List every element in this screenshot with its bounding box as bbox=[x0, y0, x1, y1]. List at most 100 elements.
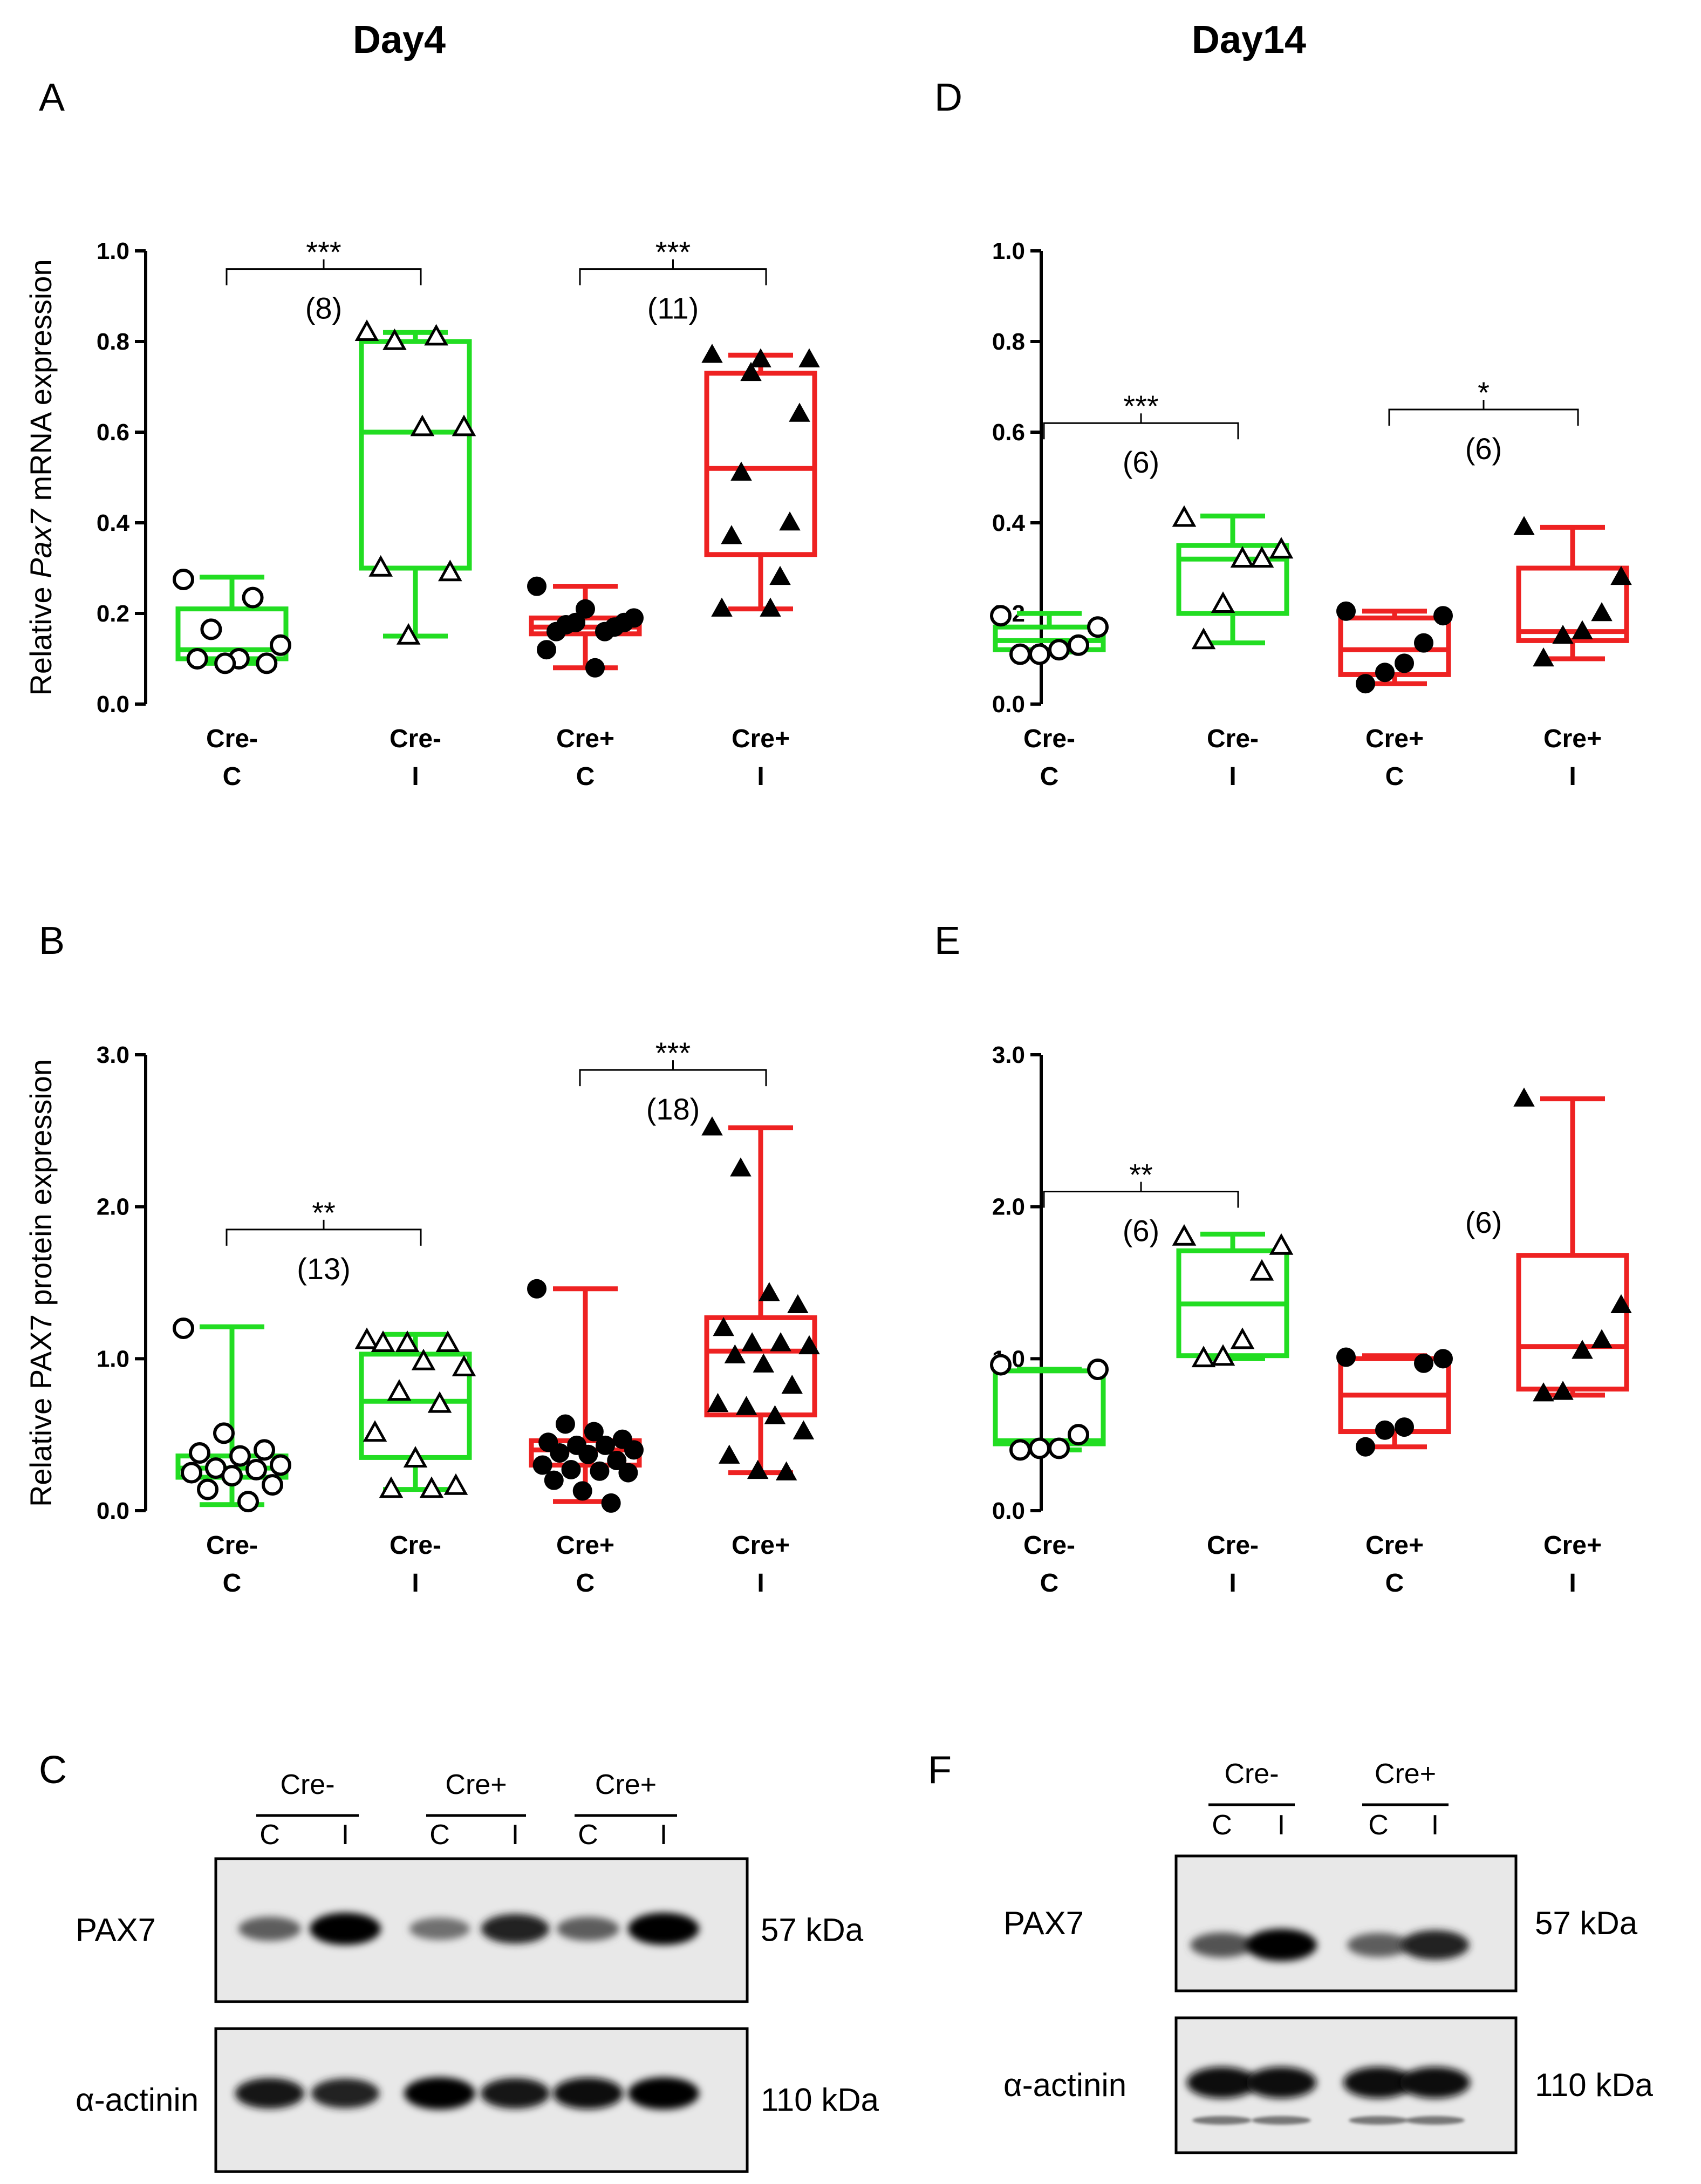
blot-band bbox=[310, 1913, 381, 1945]
data-point bbox=[173, 569, 194, 590]
x-category-label-bottom: I bbox=[1229, 1569, 1236, 1598]
data-point bbox=[1572, 1340, 1593, 1359]
data-point bbox=[607, 1451, 627, 1471]
sample-size-label: (6) bbox=[1465, 432, 1502, 466]
box-iqr bbox=[1176, 543, 1289, 616]
data-point bbox=[721, 525, 742, 544]
data-point bbox=[537, 640, 556, 660]
blot-lane-label: I bbox=[660, 1819, 667, 1851]
x-category-label-top: Cre+ bbox=[556, 725, 614, 753]
blot-band-lower bbox=[1349, 2116, 1408, 2125]
blot-group-label: Cre+ bbox=[1375, 1758, 1436, 1790]
data-point bbox=[1356, 1437, 1375, 1457]
panel-e-protein-day14: E 0.01.02.03.0Cre-CCre-ICre+CCre+I**(6)(… bbox=[934, 919, 1632, 1598]
blot-lane-label: C bbox=[259, 1819, 280, 1851]
y-tick-label: 0.8 bbox=[97, 329, 129, 355]
data-point bbox=[1433, 1349, 1453, 1369]
sample-size-label: (13) bbox=[297, 1252, 351, 1286]
data-point bbox=[452, 1355, 476, 1377]
data-point bbox=[724, 1344, 746, 1363]
y-tick-label: 2.0 bbox=[97, 1194, 129, 1220]
y-axis-label: Relative PAX7 protein expression bbox=[24, 1059, 58, 1507]
data-point bbox=[730, 1157, 752, 1177]
box-series bbox=[1336, 601, 1453, 694]
y-axis-label-part: mRNA expression bbox=[24, 259, 58, 509]
sample-size-label: (8) bbox=[305, 291, 342, 325]
box-series bbox=[527, 576, 644, 678]
x-category-label-top: Cre- bbox=[206, 1531, 258, 1560]
x-category-label-top: Cre+ bbox=[732, 725, 790, 753]
data-point bbox=[1375, 663, 1395, 682]
data-point bbox=[578, 1444, 598, 1464]
data-point bbox=[550, 1443, 570, 1463]
data-point bbox=[793, 1420, 815, 1439]
blot-group-label: Cre+ bbox=[445, 1769, 507, 1800]
data-point bbox=[354, 319, 379, 341]
blot-band bbox=[1401, 1930, 1470, 1960]
box-series bbox=[527, 1279, 644, 1513]
y-tick-label: 3.0 bbox=[992, 1042, 1025, 1068]
blot-row bbox=[1174, 1854, 1518, 1992]
y-tick-label: 0.8 bbox=[992, 329, 1025, 355]
data-point bbox=[242, 586, 264, 609]
blot-band bbox=[552, 2077, 624, 2110]
y-axis-label: Relative Pax7 mRNA expression bbox=[24, 259, 58, 695]
y-tick-label: 0.6 bbox=[992, 419, 1025, 446]
data-point bbox=[256, 652, 278, 674]
data-point bbox=[1087, 1359, 1109, 1381]
data-point bbox=[555, 1414, 575, 1434]
data-point bbox=[711, 597, 733, 617]
data-point bbox=[1395, 1417, 1414, 1437]
box-iqr bbox=[1516, 1253, 1629, 1392]
blot-kda-label: 57 kDa bbox=[761, 1912, 864, 1948]
data-point bbox=[270, 634, 291, 656]
data-point bbox=[368, 555, 393, 577]
blot-band bbox=[1343, 2066, 1414, 2099]
y-tick-label: 3.0 bbox=[97, 1042, 129, 1068]
data-point bbox=[544, 1470, 564, 1490]
data-point bbox=[561, 1459, 581, 1479]
data-point bbox=[764, 1405, 786, 1424]
data-point bbox=[1572, 620, 1593, 639]
data-point bbox=[237, 1491, 259, 1513]
x-category-label-bottom: C bbox=[1040, 1569, 1059, 1598]
data-point bbox=[254, 1439, 275, 1461]
data-point bbox=[735, 1396, 757, 1415]
box-series bbox=[1172, 1224, 1294, 1368]
box-series bbox=[701, 1116, 820, 1480]
x-category-label-top: Cre- bbox=[390, 725, 441, 753]
blot-group-label: Cre+ bbox=[595, 1769, 657, 1800]
x-category-label-top: Cre- bbox=[1207, 725, 1259, 753]
y-axis-label-part: Relative bbox=[24, 578, 58, 696]
data-point bbox=[181, 1462, 202, 1484]
data-point bbox=[730, 461, 752, 481]
y-tick-label: 1.0 bbox=[992, 238, 1025, 264]
y-axis-label-part: Pax7 bbox=[24, 508, 58, 578]
data-point bbox=[1356, 674, 1375, 694]
blot-lane-label: I bbox=[1431, 1810, 1439, 1841]
data-point bbox=[596, 1435, 616, 1455]
box-series bbox=[354, 1327, 476, 1498]
sample-size-label: (6) bbox=[1123, 1214, 1159, 1248]
data-point bbox=[1249, 546, 1274, 568]
data-point bbox=[1513, 1087, 1535, 1107]
panel-c-western-blot: C Cre- Cre+ Cre+ C I C I C I PAX7 57 kDa α-actinin 1… bbox=[39, 1749, 879, 2173]
data-point bbox=[1068, 1424, 1089, 1446]
data-point bbox=[387, 1379, 412, 1401]
data-point bbox=[189, 1442, 210, 1464]
data-point bbox=[527, 1279, 546, 1299]
y-tick-label: 1.0 bbox=[97, 1346, 129, 1372]
data-point bbox=[572, 1481, 592, 1501]
y-tick-label: 0.0 bbox=[97, 691, 129, 718]
y-tick-label: 0.4 bbox=[992, 510, 1026, 536]
day14-title: Day14 bbox=[1192, 18, 1306, 62]
data-point bbox=[1610, 1294, 1632, 1314]
blot-kda-label: 110 kDa bbox=[761, 2082, 879, 2118]
panel-f-western-blot: F Cre- Cre+ C I C I PAX7 57 kDa α-actinin 110 kDa bbox=[928, 1749, 1654, 2154]
data-point bbox=[424, 324, 448, 346]
data-point bbox=[1414, 633, 1433, 653]
blot-protein-label: PAX7 bbox=[76, 1912, 156, 1948]
data-point bbox=[775, 1461, 797, 1480]
data-point bbox=[1552, 1381, 1574, 1400]
